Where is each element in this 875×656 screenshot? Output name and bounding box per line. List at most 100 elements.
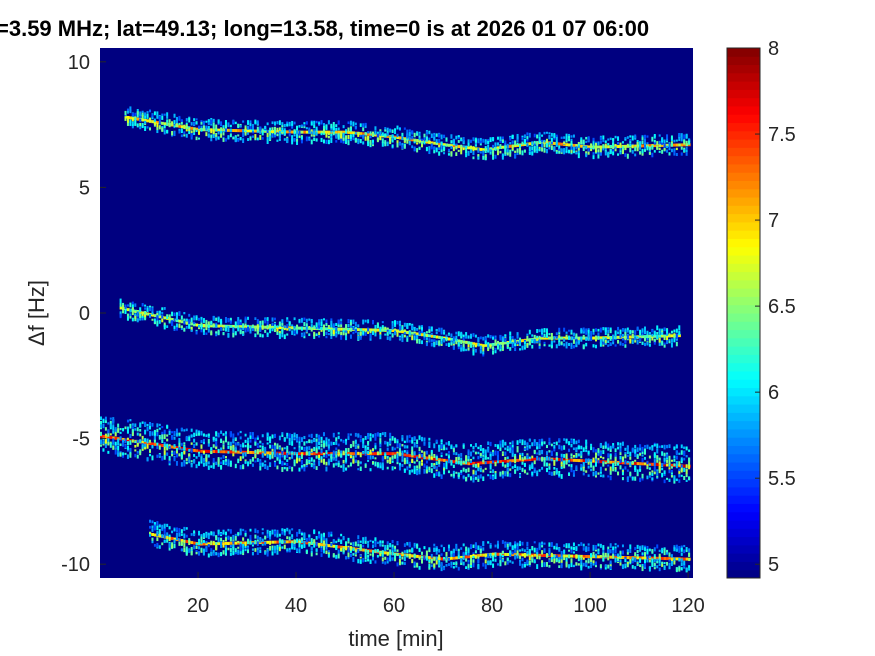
- heat-cell: [129, 119, 132, 124]
- heat-cell: [457, 453, 460, 458]
- heat-cell: [599, 336, 603, 340]
- heat-cell: [470, 451, 473, 457]
- heat-cell: [195, 129, 198, 133]
- heat-cell: [171, 431, 174, 434]
- heat-cell: [521, 467, 524, 472]
- heat-cell: [418, 327, 421, 330]
- heat-cell: [139, 111, 142, 117]
- heat-cell: [234, 321, 237, 326]
- heat-cell: [207, 125, 210, 130]
- heat-cell: [122, 310, 125, 314]
- heat-cell: [224, 318, 227, 323]
- heat-cell: [533, 442, 536, 446]
- heat-cell: [683, 457, 686, 461]
- heat-cell: [156, 323, 159, 327]
- heat-cell: [212, 125, 215, 130]
- heat-cell: [629, 147, 632, 153]
- heat-cell: [229, 460, 232, 465]
- heat-cell: [504, 464, 507, 468]
- heat-cell: [398, 320, 401, 324]
- heat-cell: [612, 460, 615, 464]
- heat-cell: [460, 452, 463, 457]
- heat-cell: [149, 442, 152, 446]
- heat-cell: [124, 118, 127, 121]
- heat-cell: [342, 467, 345, 472]
- heat-cell: [318, 331, 321, 336]
- heat-cell: [178, 130, 181, 134]
- heat-cell: [470, 462, 473, 466]
- heat-cell: [467, 467, 470, 473]
- heat-cell: [445, 453, 448, 456]
- heat-cell: [345, 135, 348, 139]
- heat-cell: [423, 441, 426, 445]
- heat-cell: [153, 111, 156, 116]
- heat-cell: [332, 330, 335, 335]
- heat-cell: [492, 469, 495, 474]
- heat-cell: [200, 456, 203, 462]
- heat-cell: [440, 458, 444, 462]
- heat-cell: [183, 320, 186, 325]
- heat-cell: [158, 427, 161, 430]
- heat-cell: [548, 142, 551, 145]
- heat-cell: [340, 450, 343, 455]
- heat-cell: [168, 537, 171, 542]
- heat-cell: [487, 460, 490, 464]
- heat-cell: [100, 416, 102, 421]
- heat-cell: [634, 153, 637, 157]
- heat-cell: [217, 130, 220, 135]
- heat-cell: [337, 319, 340, 323]
- heat-cell: [504, 151, 507, 155]
- heat-cell: [636, 146, 639, 152]
- heat-cell: [474, 451, 477, 455]
- heat-cell: [639, 337, 642, 342]
- heat-cell: [536, 472, 539, 477]
- heat-cell: [528, 464, 531, 467]
- heat-cell: [553, 442, 556, 445]
- heat-cell: [188, 538, 191, 542]
- heat-cell: [224, 436, 227, 439]
- heat-cell: [119, 428, 122, 431]
- heat-cell: [281, 447, 284, 453]
- heat-cell: [479, 336, 482, 340]
- heat-cell: [158, 437, 161, 440]
- heat-cell: [479, 350, 482, 354]
- heat-cell: [626, 327, 629, 331]
- heat-cell: [568, 472, 571, 476]
- heat-cell: [242, 546, 245, 551]
- heat-cell: [131, 304, 134, 309]
- heat-cell: [364, 123, 367, 129]
- heat-cell: [511, 140, 514, 144]
- heat-cell: [643, 445, 646, 448]
- heat-cell: [452, 452, 455, 455]
- heat-cell: [305, 464, 308, 468]
- heat-cell: [673, 143, 676, 147]
- heat-cell: [447, 458, 450, 464]
- heat-cell: [332, 126, 335, 130]
- heat-cell: [614, 337, 617, 340]
- heat-cell: [349, 325, 352, 328]
- heat-cell: [487, 441, 490, 446]
- heat-cell: [381, 452, 385, 456]
- heat-cell: [325, 461, 328, 466]
- heat-cell: [112, 426, 115, 431]
- heat-cell: [641, 137, 644, 141]
- heat-cell: [519, 150, 522, 155]
- heat-cell: [286, 130, 289, 134]
- heat-cell: [364, 435, 367, 440]
- heat-cell: [479, 468, 482, 473]
- heat-cell: [391, 326, 394, 330]
- heat-cell: [126, 445, 129, 450]
- heat-cell: [136, 427, 139, 432]
- heat-cell: [168, 456, 171, 460]
- heat-cell: [450, 460, 453, 464]
- heat-cell: [278, 131, 281, 136]
- heat-cell: [452, 144, 456, 148]
- heat-cell: [550, 450, 553, 456]
- heat-cell: [173, 433, 176, 437]
- heat-cell: [450, 151, 453, 154]
- heat-cell: [379, 448, 382, 452]
- heat-cell: [183, 533, 186, 539]
- heat-cell: [362, 141, 365, 145]
- heat-cell: [604, 143, 607, 149]
- heat-cell: [264, 449, 267, 454]
